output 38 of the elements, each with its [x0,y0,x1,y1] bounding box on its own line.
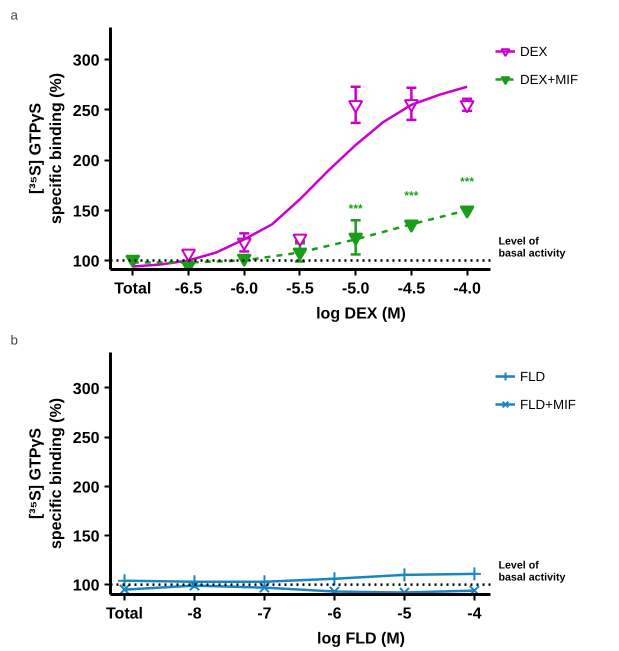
annotation: *** [348,201,363,216]
y-tick-label: 300 [72,380,100,398]
x-tick-label: -6 [327,606,342,622]
x-tick-label: -8 [187,606,202,622]
x-axis-title: log DEX (M) [316,306,406,322]
y-tick-label: 150 [72,528,100,546]
x-tick-label: -5.0 [342,280,370,298]
legend-label: DEX [520,44,548,58]
x-tick-label: -4.5 [398,280,426,298]
y-axis-title: [³⁵S] GTPγS specific binding (%) [27,72,65,224]
text: a [10,8,18,22]
y-tick-label: 200 [72,479,100,496]
annotation: *** [460,174,474,188]
ref-line-label: Level of basal activity [498,235,566,260]
y-tick-label: 250 [72,430,100,448]
legend-label: FLD [520,368,546,384]
x-tick-label: Total [106,606,144,622]
x-tick-label: -5 [397,606,412,622]
x-tick-label: -7 [257,606,272,622]
x-tick-label: -6.5 [174,280,202,298]
y-tick-label: 250 [72,102,100,120]
x-tick-label: -4 [467,606,482,622]
y-tick-label: 150 [72,203,100,220]
y-tick-label: 200 [72,153,100,170]
ref-line-label: Level of basal activity [498,560,566,584]
y-tick-label: 300 [72,52,100,70]
y-axis-title: [³⁵S] GTPγS specific binding (%) [27,398,65,550]
text: b [10,332,18,348]
x-tick-label: -6.0 [230,280,258,298]
annotation: *** [404,188,419,202]
y-tick-label: 100 [72,578,100,595]
x-tick-label: Total [114,280,152,298]
x-axis-title: log FLD (M) [317,630,405,648]
x-tick-label: -4.0 [453,280,481,298]
y-tick-label: 100 [72,253,100,270]
x-tick-label: -5.5 [286,280,314,298]
legend-label: FLD+MIF [520,396,576,412]
legend-label: DEX+MIF [520,72,578,86]
